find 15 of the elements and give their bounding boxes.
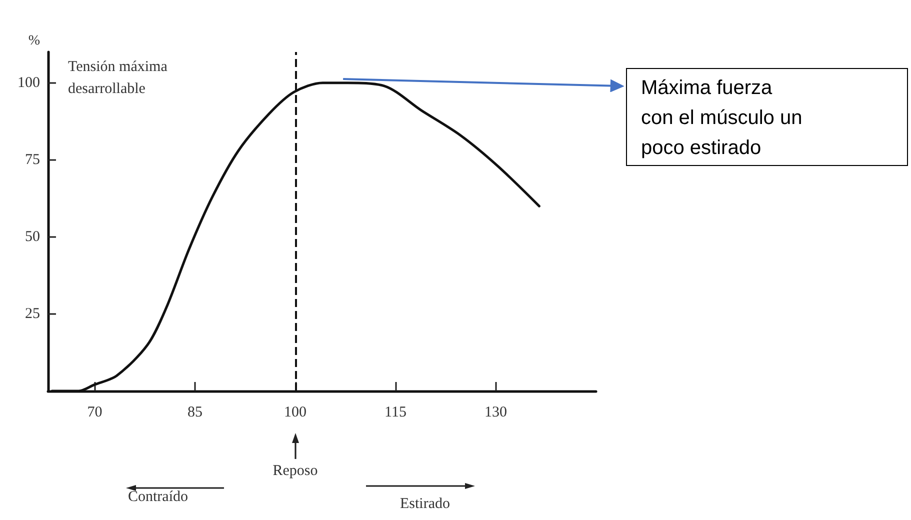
x-tick-label: 115: [384, 404, 406, 420]
text: Máxima fuerza con el músculo un poco estirado: [641, 76, 804, 161]
y-tick-label: 100: [18, 74, 40, 91]
y-tick-label: 25: [25, 306, 40, 322]
x-tick-label: 130: [484, 404, 508, 420]
annotation: Tensión máxima desarrollable: [68, 58, 168, 99]
x-tick-label: 85: [188, 404, 203, 420]
text: Contraído: [128, 489, 188, 506]
x-tick-label: 100: [284, 404, 307, 420]
x-tick-label: 70: [87, 404, 102, 420]
text: Estirado: [400, 496, 450, 513]
text: Reposo: [272, 463, 318, 480]
y-axis-title: %: [28, 34, 40, 48]
y-tick-label: 75: [25, 152, 40, 168]
y-tick-label: 50: [25, 228, 40, 245]
